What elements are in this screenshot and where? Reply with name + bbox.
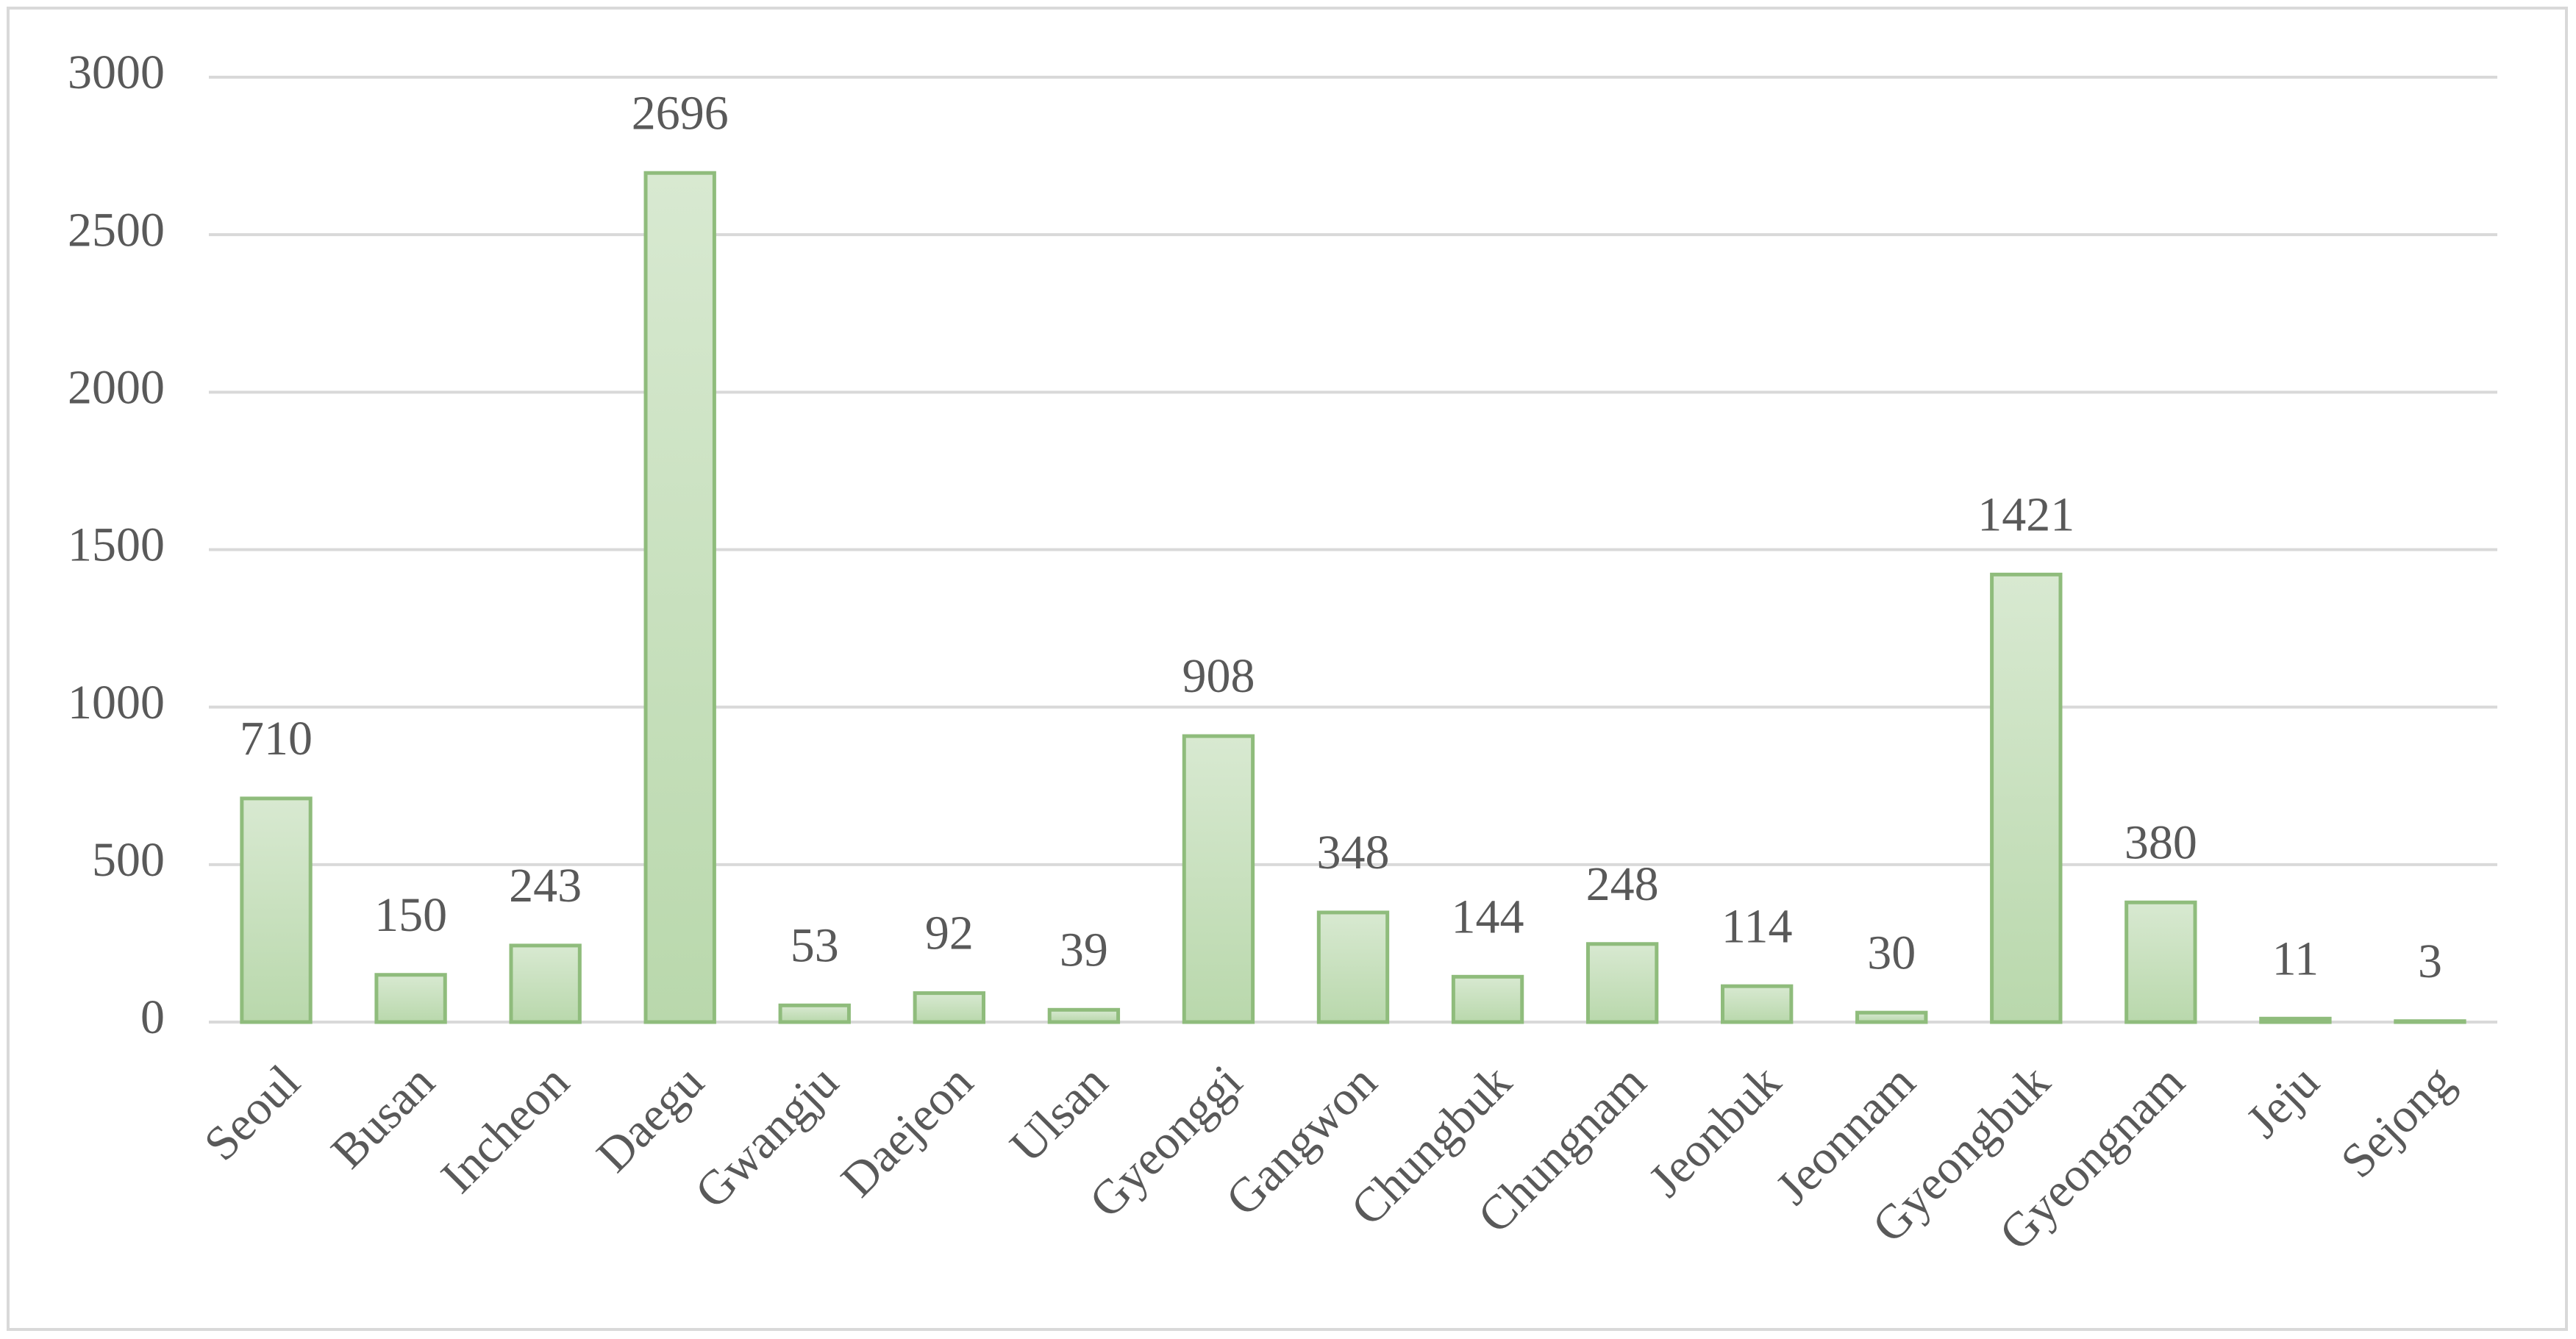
bar [374,973,447,1024]
data-label: 30 [1867,926,1916,979]
data-label: 243 [509,859,582,913]
data-label: 144 [1452,890,1524,943]
y-tick-label: 1000 [68,676,165,729]
bar [2394,1019,2466,1024]
bar [1855,1010,1928,1024]
y-tick-label: 2500 [68,203,165,257]
bar [1720,984,1794,1024]
y-tick-label: 0 [140,990,165,1044]
bar [913,991,986,1024]
y-tick-label: 3000 [68,46,165,99]
bar [778,1003,851,1024]
bar [2124,900,2197,1024]
data-label: 2696 [632,86,729,140]
chart-frame [7,7,2568,1331]
data-label: 908 [1182,649,1255,703]
bar [1182,734,1255,1024]
data-label: 3 [2418,935,2442,988]
bar [2259,1016,2332,1024]
y-tick-label: 500 [92,833,165,887]
data-label: 348 [1317,826,1390,879]
data-label: 92 [925,907,974,960]
data-label: 248 [1586,857,1659,911]
y-tick-label: 2000 [68,360,165,414]
data-label: 150 [374,888,447,942]
bar [1990,572,2063,1024]
bar [1316,910,1390,1024]
y-tick-label: 1500 [68,518,165,572]
data-label: 11 [2272,932,2319,985]
data-label: 380 [2124,815,2197,869]
data-label: 1421 [1977,488,2074,541]
bar [240,796,313,1024]
bar [1585,942,1659,1024]
bar [643,171,716,1024]
bar [1047,1007,1121,1024]
data-label: 710 [240,712,313,765]
bar [509,943,582,1024]
data-label: 39 [1060,923,1108,976]
data-label: 114 [1722,899,1793,953]
bar [1451,974,1524,1024]
data-label: 53 [791,918,839,972]
